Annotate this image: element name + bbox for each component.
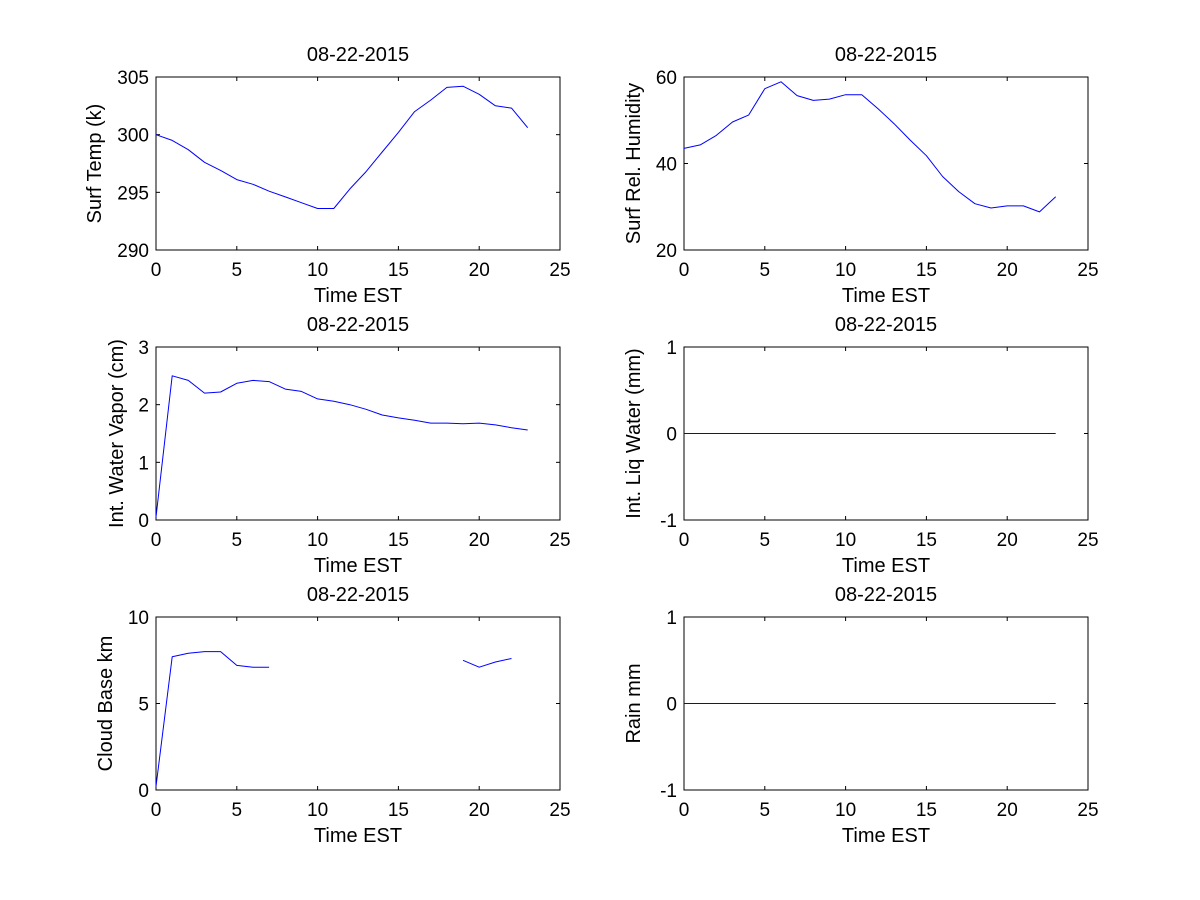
- y-tick-label: 1: [666, 608, 677, 629]
- y-axis-label: Cloud Base km: [95, 636, 117, 772]
- x-tick-label: 0: [679, 800, 690, 821]
- chart-title: 08-22-2015: [307, 584, 409, 606]
- y-tick-label: 1: [138, 453, 149, 474]
- x-tick-label: 10: [307, 800, 328, 821]
- x-tick-label: 25: [1077, 260, 1098, 281]
- x-tick-label: 20: [997, 260, 1018, 281]
- y-axis-label: Rain mm: [623, 663, 645, 743]
- x-tick-label: 0: [151, 800, 162, 821]
- y-tick-label: 0: [138, 511, 149, 532]
- x-tick-label: 10: [835, 530, 856, 551]
- x-axis-label: Time EST: [314, 825, 402, 847]
- y-tick-label: 2: [138, 396, 149, 417]
- chart-panel-1: 08-22-2015 0 5 10 15 20 25 290 295 300 305 Time EST…: [84, 44, 571, 307]
- x-tick-label: 25: [549, 530, 570, 551]
- x-tick-label: 0: [679, 530, 690, 551]
- x-tick-label: 15: [916, 530, 937, 551]
- series-line-segment-1: [155, 375, 528, 518]
- x-tick-label: 15: [388, 260, 409, 281]
- x-axis-label: Time EST: [314, 285, 402, 307]
- y-tick-label: 0: [666, 695, 677, 716]
- chart-title: 08-22-2015: [835, 584, 937, 606]
- series-line-segment-2: [462, 658, 512, 668]
- series-line-segment-1: [155, 85, 529, 209]
- x-tick-label: 0: [151, 260, 162, 281]
- x-tick-label: 25: [1077, 530, 1098, 551]
- axes-box: [683, 76, 1089, 251]
- x-tick-label: 25: [1077, 800, 1098, 821]
- x-tick-label: 5: [232, 260, 243, 281]
- chart-title: 08-22-2015: [307, 314, 409, 336]
- x-tick-label: 15: [388, 530, 409, 551]
- series-line-segment-1: [155, 651, 270, 787]
- y-tick-label: -1: [660, 511, 677, 532]
- x-tick-label: 5: [760, 800, 771, 821]
- x-tick-label: 15: [916, 260, 937, 281]
- y-tick-label: 20: [656, 241, 677, 262]
- x-tick-label: 0: [679, 260, 690, 281]
- y-tick-label: 5: [138, 695, 149, 716]
- x-tick-label: 10: [835, 800, 856, 821]
- axes-box: [155, 76, 561, 251]
- x-tick-label: 20: [997, 800, 1018, 821]
- chart-panel-2: 08-22-2015 0 5 10 15 20 25 20 40 60 Time EST Surf R…: [623, 44, 1099, 307]
- x-tick-label: 5: [760, 530, 771, 551]
- y-tick-label: 290: [117, 241, 149, 262]
- y-tick-label: 40: [656, 155, 677, 176]
- x-tick-label: 5: [760, 260, 771, 281]
- y-tick-label: -1: [660, 781, 677, 802]
- x-tick-label: 10: [307, 530, 328, 551]
- y-tick-label: 10: [128, 608, 149, 629]
- chart-title: 08-22-2015: [835, 44, 937, 66]
- chart-panel-5: 08-22-2015 0 5 10 15 20 25 0 5 10 Time EST Cloud Ba…: [95, 584, 571, 847]
- y-tick-label: 0: [138, 781, 149, 802]
- x-axis-label: Time EST: [842, 555, 930, 577]
- y-tick-label: 3: [138, 338, 149, 359]
- x-tick-label: 10: [307, 260, 328, 281]
- x-tick-label: 10: [835, 260, 856, 281]
- x-tick-label: 25: [549, 260, 570, 281]
- series-line-segment-1: [683, 81, 1057, 213]
- y-tick-label: 295: [117, 183, 149, 204]
- x-tick-label: 15: [388, 800, 409, 821]
- x-tick-label: 5: [232, 800, 243, 821]
- y-axis-label: Int. Liq Water (mm): [623, 348, 645, 518]
- y-tick-label: 305: [117, 68, 149, 89]
- x-tick-label: 20: [469, 800, 490, 821]
- x-axis-label: Time EST: [314, 555, 402, 577]
- y-axis-label: Surf Rel. Humidity: [623, 83, 645, 244]
- x-tick-label: 20: [469, 530, 490, 551]
- axes-box: [155, 616, 561, 791]
- x-tick-label: 0: [151, 530, 162, 551]
- x-tick-label: 25: [549, 800, 570, 821]
- y-axis-label: Int. Water Vapor (cm): [106, 339, 128, 528]
- x-tick-label: 20: [469, 260, 490, 281]
- chart-panel-3: 08-22-2015 0 5 10 15 20 25 0 1 2 3 Time EST Int. Wat…: [106, 314, 571, 577]
- axes-box: [155, 346, 561, 521]
- y-tick-label: 60: [656, 68, 677, 89]
- chart-title: 08-22-2015: [307, 44, 409, 66]
- y-axis-label: Surf Temp (k): [84, 104, 106, 224]
- chart-title: 08-22-2015: [835, 314, 937, 336]
- y-tick-label: 0: [666, 425, 677, 446]
- x-axis-label: Time EST: [842, 825, 930, 847]
- x-axis-label: Time EST: [842, 285, 930, 307]
- x-tick-label: 20: [997, 530, 1018, 551]
- y-tick-label: 300: [117, 126, 149, 147]
- x-tick-label: 5: [232, 530, 243, 551]
- x-tick-label: 15: [916, 800, 937, 821]
- y-tick-label: 1: [666, 338, 677, 359]
